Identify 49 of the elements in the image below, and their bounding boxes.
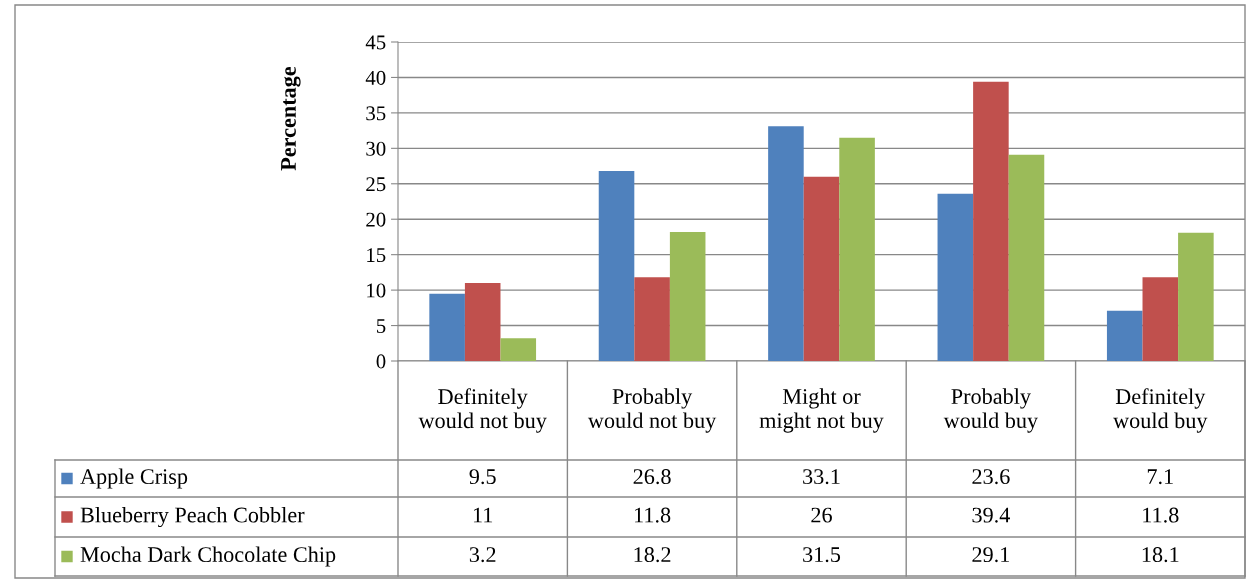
x-tick-label: Probably would not buy	[587, 388, 717, 433]
data-label: 26.8	[633, 469, 671, 485]
data-label: 11.8	[1143, 507, 1179, 523]
y-tick-label: 15	[367, 248, 386, 263]
y-tick-label: 35	[366, 106, 386, 121]
bar	[1106, 310, 1143, 361]
y-tick-label: 30	[366, 141, 386, 156]
x-tick-label: Probably would buy	[943, 388, 1039, 433]
y-tick-label: 10	[367, 283, 386, 298]
data-label: 29.1	[972, 547, 1010, 563]
y-tick-label: 0	[376, 354, 386, 369]
data-label: 18.2	[634, 547, 671, 563]
bar	[464, 283, 501, 361]
legend-label: Mocha Dark Chocolate Chip	[80, 546, 336, 567]
data-label: 7.1	[1147, 469, 1173, 485]
data-label: 31.5	[803, 547, 841, 563]
y-tick-label: 45	[365, 35, 386, 50]
bar	[973, 81, 1009, 361]
bar	[598, 171, 635, 361]
data-label: 33.1	[803, 469, 840, 485]
y-axis-title: Percentage	[281, 66, 301, 171]
bar	[500, 338, 537, 361]
x-tick-label: Definitely would buy	[1113, 388, 1208, 433]
bar	[669, 231, 706, 361]
data-label: 9.5	[469, 469, 496, 485]
bar	[1142, 277, 1179, 361]
data-label: 11	[473, 507, 493, 523]
y-tick-label: 5	[376, 319, 386, 333]
data-label: 39.4	[972, 507, 1010, 523]
data-label: 11.8	[635, 507, 671, 523]
legend-label: Blueberry Peach Cobbler	[80, 506, 305, 528]
bar	[429, 293, 465, 361]
bar	[1178, 232, 1214, 361]
data-label: 18.1	[1142, 547, 1179, 563]
x-tick-label: Might or might not buy	[759, 388, 884, 433]
data-label: 23.6	[972, 469, 1010, 485]
bar	[839, 137, 875, 361]
x-tick-label: Definitely would not buy	[418, 388, 547, 433]
y-tick-label: 20	[366, 212, 386, 227]
y-tick-label: 25	[366, 177, 386, 192]
bar	[937, 193, 974, 361]
bar	[768, 126, 804, 361]
bar	[634, 277, 670, 361]
y-tick-label: 40	[365, 70, 386, 85]
data-label: 3.2	[469, 547, 496, 563]
bar	[803, 176, 840, 361]
legend-label: Apple Crisp	[80, 468, 188, 489]
bar	[1008, 154, 1045, 361]
data-label: 26	[811, 507, 832, 523]
